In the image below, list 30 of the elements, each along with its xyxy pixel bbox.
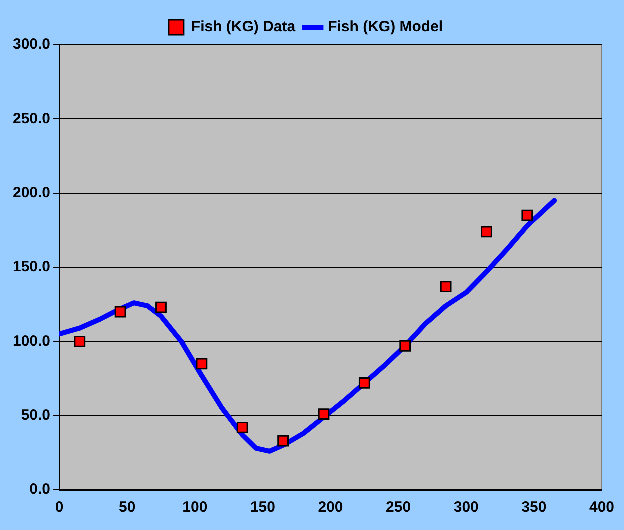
x-tick-label: 150: [250, 499, 276, 516]
point: [236, 422, 248, 434]
x-tick-label: 300: [454, 499, 479, 516]
x-tick-label: 250: [386, 499, 412, 516]
point: [278, 435, 290, 447]
x-tick-label: 50: [119, 499, 136, 516]
point: [522, 210, 534, 222]
point: [114, 306, 126, 318]
y-tick-label: 0.0: [30, 481, 51, 498]
y-tick-label: 200.0: [12, 184, 51, 202]
point: [196, 358, 208, 370]
legend-label: Fish (KG) Data: [191, 18, 296, 36]
point: [318, 408, 330, 420]
x-tick-label: 400: [589, 499, 615, 516]
point: [156, 302, 167, 314]
y-tick-label: 300.0: [12, 36, 51, 54]
point: [481, 226, 492, 238]
point: [440, 281, 452, 292]
x-tick-label: 100: [182, 499, 208, 516]
legend-label: Fish (KG) Model: [328, 18, 444, 36]
x-tick-label: 200: [318, 499, 344, 516]
point: [358, 378, 370, 389]
x-tick-label: 350: [522, 499, 547, 516]
y-tick-label: 50.0: [21, 406, 51, 424]
y-tick-label: 150.0: [12, 258, 51, 276]
y-tick-label: 100.0: [12, 332, 51, 350]
point: [74, 336, 86, 348]
y-tick-label: 250.0: [12, 110, 51, 128]
point: [400, 340, 412, 352]
x-tick-label: 0: [55, 499, 64, 516]
